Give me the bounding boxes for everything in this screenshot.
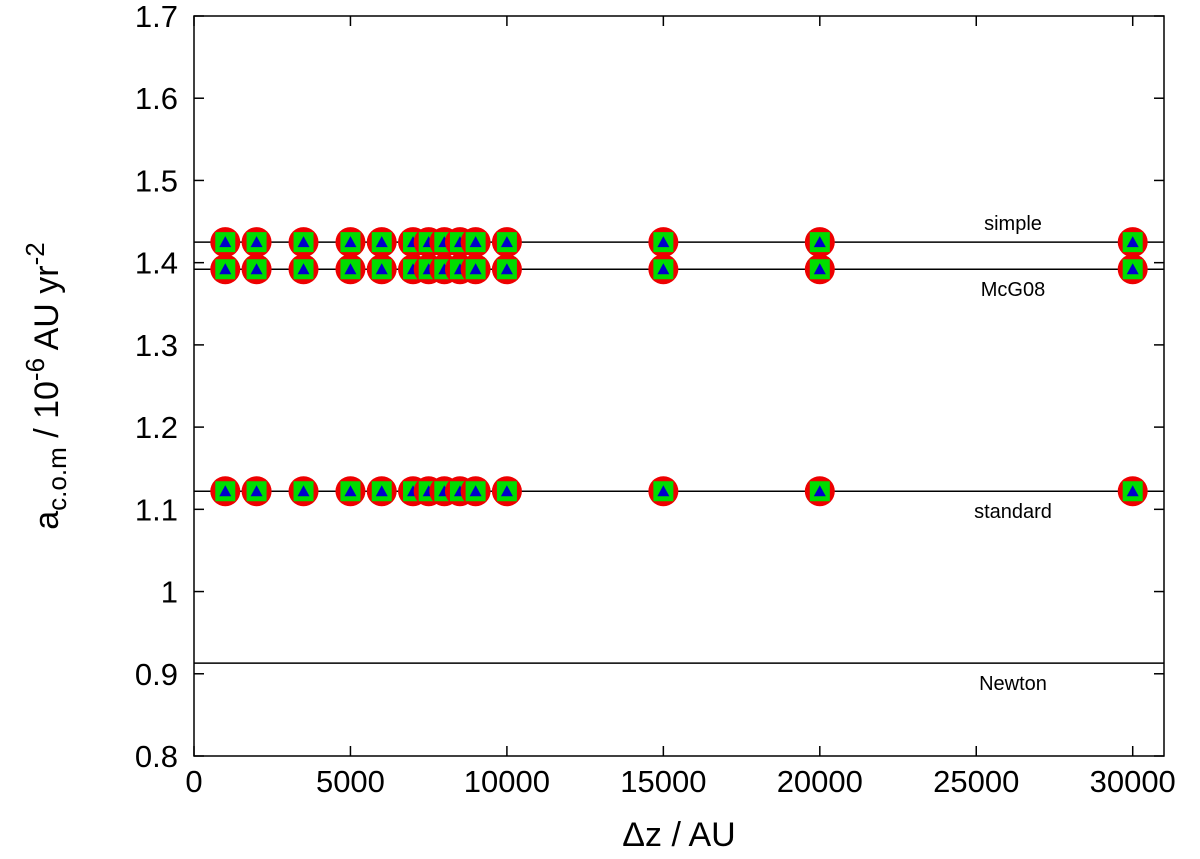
axis-ticks — [193, 15, 1164, 757]
y-tick-label: 1.7 — [135, 0, 178, 34]
data-point — [460, 476, 491, 507]
triangle-marker — [375, 263, 388, 275]
data-point — [366, 476, 397, 507]
triangle-marker — [469, 485, 482, 497]
x-tick-label: 25000 — [933, 764, 1019, 799]
y-axis-label-sub: c.o.m — [42, 447, 72, 511]
triangle-marker — [250, 263, 263, 275]
y-axis-label-base: a — [28, 511, 66, 530]
data-point — [648, 227, 679, 258]
triangle-marker — [375, 236, 388, 248]
triangle-marker — [344, 263, 357, 275]
y-tick-labels: 0.8 0.9 1 1.1 1.2 1.3 1.4 1.5 1.6 1.7 — [135, 0, 178, 774]
data-point — [210, 227, 241, 258]
triangle-marker — [813, 263, 826, 275]
reference-label-newton: Newton — [979, 673, 1047, 695]
data-point — [335, 476, 366, 507]
data-point — [460, 227, 491, 258]
triangle-marker — [500, 263, 513, 275]
triangle-marker — [297, 263, 310, 275]
triangle-marker — [657, 263, 670, 275]
y-axis-label: ac.o.m / 10-6 AU yr-2 — [20, 242, 72, 530]
triangle-marker — [375, 485, 388, 497]
data-point — [804, 476, 835, 507]
data-point — [335, 254, 366, 285]
data-point — [288, 254, 319, 285]
y-tick-label: 0.8 — [135, 739, 178, 774]
triangle-marker — [813, 485, 826, 497]
triangle-marker — [500, 236, 513, 248]
y-tick-label: 1.5 — [135, 163, 178, 198]
triangle-marker — [344, 236, 357, 248]
triangle-marker — [1126, 263, 1139, 275]
x-tick-labels: 0 5000 10000 15000 20000 25000 30000 — [185, 764, 1175, 799]
y-tick-label: 0.9 — [135, 657, 178, 692]
data-point — [460, 254, 491, 285]
reference-label-standard: standard — [974, 501, 1052, 523]
x-tick-label: 5000 — [316, 764, 385, 799]
data-point — [648, 476, 679, 507]
reference-lines — [194, 241, 1164, 664]
data-point — [366, 227, 397, 258]
data-point — [648, 254, 679, 285]
y-axis-label-mid: / 10 — [28, 381, 66, 447]
data-point — [1117, 254, 1148, 285]
x-tick-label: 20000 — [777, 764, 863, 799]
reference-labels: simple McG08 standard Newton — [974, 213, 1052, 695]
y-tick-label: 1.4 — [135, 246, 178, 281]
triangle-marker — [500, 485, 513, 497]
triangle-marker — [297, 236, 310, 248]
y-tick-label: 1.1 — [135, 492, 178, 527]
x-axis-label: Δz / AU — [622, 816, 735, 854]
data-point — [366, 254, 397, 285]
triangle-marker — [219, 263, 232, 275]
x-tick-label: 15000 — [620, 764, 706, 799]
y-tick-label: 1 — [161, 575, 178, 610]
y-axis-label-exp2: -2 — [20, 242, 50, 265]
triangle-marker — [657, 236, 670, 248]
y-tick-label: 1.6 — [135, 81, 178, 116]
x-tick-label: 10000 — [464, 764, 550, 799]
data-point — [1117, 476, 1148, 507]
x-tick-label: 30000 — [1090, 764, 1176, 799]
triangle-marker — [469, 236, 482, 248]
data-point — [241, 476, 272, 507]
data-point — [335, 227, 366, 258]
reference-label-mcg08: McG08 — [981, 279, 1045, 301]
data-markers — [210, 227, 1148, 507]
data-point — [804, 227, 835, 258]
triangle-marker — [219, 236, 232, 248]
data-point — [491, 254, 522, 285]
data-point — [288, 227, 319, 258]
triangle-marker — [813, 236, 826, 248]
reference-label-simple: simple — [984, 213, 1042, 235]
data-point — [804, 254, 835, 285]
x-tick-label: 0 — [185, 764, 202, 799]
y-tick-label: 1.3 — [135, 328, 178, 363]
y-tick-label: 1.2 — [135, 410, 178, 445]
data-point — [241, 254, 272, 285]
triangle-marker — [250, 236, 263, 248]
data-point — [491, 227, 522, 258]
y-axis-label-exp1: -6 — [20, 358, 50, 381]
triangle-marker — [1126, 236, 1139, 248]
data-point — [210, 254, 241, 285]
triangle-marker — [219, 485, 232, 497]
triangle-marker — [344, 485, 357, 497]
triangle-marker — [297, 485, 310, 497]
triangle-marker — [469, 263, 482, 275]
y-axis-label-unit: AU yr — [28, 265, 66, 358]
triangle-marker — [657, 485, 670, 497]
triangle-marker — [250, 485, 263, 497]
data-point — [288, 476, 319, 507]
triangle-marker — [1126, 485, 1139, 497]
data-point — [210, 476, 241, 507]
data-point — [241, 227, 272, 258]
data-point — [1117, 227, 1148, 258]
plot-frame — [193, 15, 1165, 757]
data-point — [491, 476, 522, 507]
